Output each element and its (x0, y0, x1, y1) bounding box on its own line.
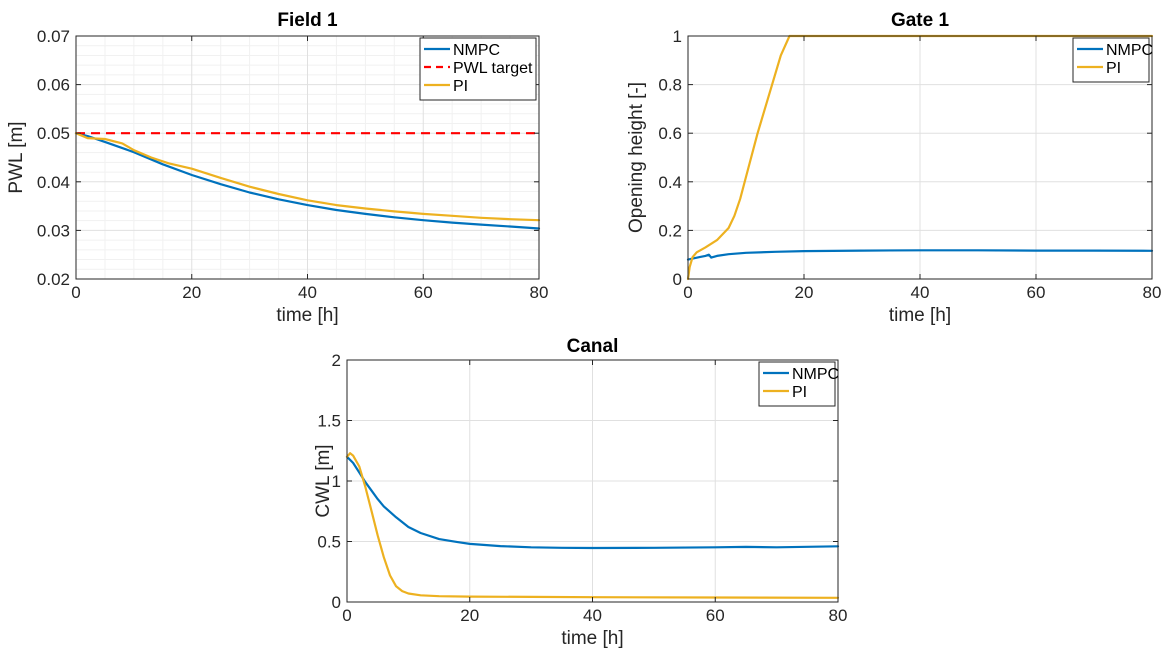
y-tick-label: 1.5 (317, 412, 341, 431)
x-tick-label: 80 (530, 283, 549, 302)
chart-1: 0 0.2 0.4 0.6 0.8 1 0 20 40 60 80 Gate 1 time [h] Ope… (626, 10, 1161, 326)
x-axis-label: time [h] (889, 305, 951, 326)
x-tick-label: 80 (829, 606, 848, 625)
y-tick-label: 0 (332, 593, 341, 612)
y-tick-label: 0.4 (658, 173, 682, 192)
legend-label: PI (792, 384, 807, 401)
series-line-pi (74, 132, 541, 222)
legend-label: NMPC (792, 366, 839, 383)
y-tick-label: 0.04 (37, 173, 70, 192)
x-axis-label: time [h] (276, 305, 338, 326)
x-tick-label: 0 (71, 283, 80, 302)
x-tick-label: 0 (342, 606, 351, 625)
y-tick-label: 0.5 (317, 533, 341, 552)
chart-title: Field 1 (277, 10, 338, 31)
x-tick-label: 20 (460, 606, 479, 625)
series-line-nmpc (345, 455, 840, 550)
y-tick-label: 1 (332, 472, 341, 491)
chart-0: 0.02 0.03 0.04 0.05 0.06 0.07 0 20 40 60 80 Field 1… (6, 10, 548, 326)
y-tick-label: 0.02 (37, 270, 70, 289)
y-tick-label: 1 (673, 27, 682, 46)
legend-label: NMPC (1106, 42, 1153, 59)
series-line-pi (345, 452, 840, 599)
legend-label: PI (453, 78, 468, 95)
series-line-nmpc (74, 132, 541, 230)
y-axis-label: Opening height [-] (626, 82, 647, 233)
x-tick-label: 40 (911, 283, 930, 302)
x-axis-label: time [h] (561, 628, 623, 649)
x-tick-label: 0 (683, 283, 692, 302)
series-line-nmpc (686, 249, 1154, 261)
legend-box (1072, 37, 1150, 83)
y-axis-label: CWL [m] (313, 444, 334, 517)
x-tick-label: 60 (1027, 283, 1046, 302)
y-tick-label: 0.2 (658, 221, 682, 240)
y-tick-label: 0 (673, 270, 682, 289)
x-tick-label: 40 (298, 283, 317, 302)
x-tick-label: 60 (414, 283, 433, 302)
y-tick-label: 0.06 (37, 76, 70, 95)
chart-title: Canal (567, 336, 619, 357)
legend-label: PWL target (453, 60, 533, 77)
x-tick-label: 20 (182, 283, 201, 302)
y-tick-label: 0.03 (37, 221, 70, 240)
y-tick-label: 0.05 (37, 124, 70, 143)
chart-title: Gate 1 (891, 10, 950, 31)
x-tick-label: 80 (1143, 283, 1162, 302)
y-tick-label: 0.8 (658, 76, 682, 95)
x-tick-label: 40 (583, 606, 602, 625)
y-axis-label: PWL [m] (6, 121, 27, 193)
legend-label: NMPC (453, 42, 500, 59)
y-tick-label: 0.6 (658, 124, 682, 143)
x-tick-label: 60 (706, 606, 725, 625)
y-tick-label: 0.07 (37, 27, 70, 46)
legend-label: PI (1106, 60, 1121, 77)
legend-box (758, 361, 836, 407)
x-tick-label: 20 (795, 283, 814, 302)
y-tick-label: 2 (332, 351, 341, 370)
